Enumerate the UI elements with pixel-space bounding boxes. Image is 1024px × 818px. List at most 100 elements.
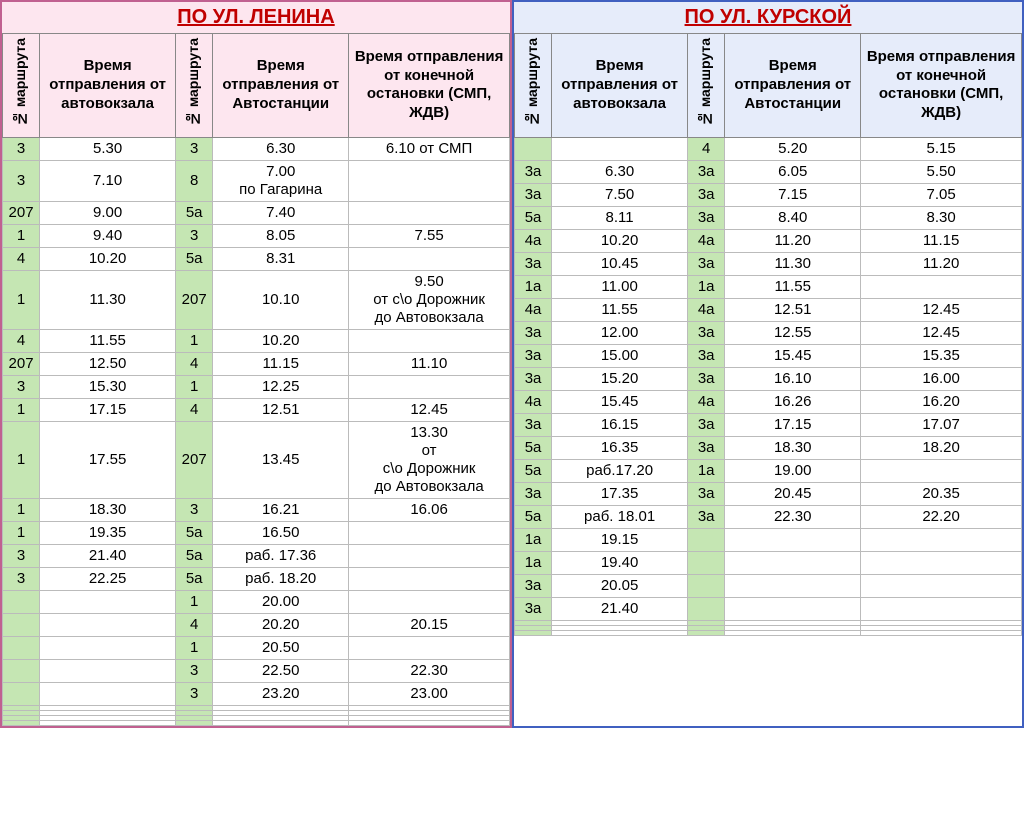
route-cell: 3а	[688, 344, 725, 367]
route-cell: 3	[3, 544, 40, 567]
time-cell: 11.55	[725, 275, 861, 298]
table-row: 35.3036.306.10 от СМП	[3, 137, 510, 160]
route-cell: 5а	[176, 201, 213, 224]
time-cell	[725, 597, 861, 620]
time-cell: 7.10	[40, 160, 176, 201]
time-cell: 12.55	[725, 321, 861, 344]
table-row: 410.205а8.31	[3, 247, 510, 270]
route-cell: 4а	[688, 390, 725, 413]
route-cell: 3а	[688, 321, 725, 344]
table-row: 3а12.003а12.5512.45	[515, 321, 1022, 344]
time-cell	[349, 636, 510, 659]
time-cell: 15.30	[40, 375, 176, 398]
route-cell: 4а	[515, 390, 552, 413]
schedule-wrapper: ПО УЛ. ЛЕНИНА № маршрута Время отправлен…	[0, 0, 1024, 728]
route-cell: 1	[3, 421, 40, 498]
route-cell: 3а	[688, 367, 725, 390]
time-cell: 5.15	[861, 137, 1022, 160]
time-cell: 16.06	[349, 498, 510, 521]
route-cell: 4а	[688, 298, 725, 321]
time-cell: 8.40	[725, 206, 861, 229]
section-kurskoy: ПО УЛ. КУРСКОЙ № маршрута Время отправле…	[512, 0, 1024, 728]
table-row: 322.255араб. 18.20	[3, 567, 510, 590]
table-row	[3, 720, 510, 725]
route-cell: 3а	[515, 367, 552, 390]
time-cell	[861, 597, 1022, 620]
table-row: 111.3020710.109.50от с\о Дорожникдо Авто…	[3, 270, 510, 329]
time-cell: 20.00	[213, 590, 349, 613]
time-cell: 16.10	[725, 367, 861, 390]
route-cell	[688, 574, 725, 597]
route-cell: 1а	[688, 459, 725, 482]
route-cell: 1	[3, 270, 40, 329]
table-row: 5а8.113а8.408.30	[515, 206, 1022, 229]
time-cell	[349, 567, 510, 590]
time-cell: 18.20	[861, 436, 1022, 459]
time-cell: 8.30	[861, 206, 1022, 229]
section-title-lenina: ПО УЛ. ЛЕНИНА	[2, 2, 510, 33]
route-cell: 207	[3, 201, 40, 224]
time-cell	[552, 137, 688, 160]
route-cell: 1а	[688, 275, 725, 298]
route-cell	[3, 590, 40, 613]
time-cell: 20.05	[552, 574, 688, 597]
time-cell: 7.50	[552, 183, 688, 206]
time-cell: 19.40	[552, 551, 688, 574]
table-row: 19.4038.057.55	[3, 224, 510, 247]
time-cell: 22.20	[861, 505, 1022, 528]
time-cell: 16.35	[552, 436, 688, 459]
route-cell	[688, 528, 725, 551]
time-cell: 13.45	[213, 421, 349, 498]
table-row: 3а7.503а7.157.05	[515, 183, 1022, 206]
time-cell: 6.30	[552, 160, 688, 183]
header-route-1: № маршрута	[515, 34, 552, 138]
time-cell: 11.55	[40, 329, 176, 352]
time-cell: 19.15	[552, 528, 688, 551]
route-cell: 4	[176, 613, 213, 636]
time-cell: 17.35	[552, 482, 688, 505]
route-cell: 3	[176, 682, 213, 705]
table-row: 4а11.554а12.5112.45	[515, 298, 1022, 321]
table-row: 1а11.001а11.55	[515, 275, 1022, 298]
route-cell: 3а	[688, 206, 725, 229]
time-cell	[349, 521, 510, 544]
table-row: 3а6.303а6.055.50	[515, 160, 1022, 183]
time-cell: 17.15	[40, 398, 176, 421]
header-col2: Время отправления от Автостанции	[725, 34, 861, 138]
time-cell	[349, 544, 510, 567]
route-cell: 4а	[688, 229, 725, 252]
table-row: 5араб. 18.013а22.3022.20	[515, 505, 1022, 528]
time-cell: раб. 17.36	[213, 544, 349, 567]
time-cell: 5.20	[725, 137, 861, 160]
header-route-1: № маршрута	[3, 34, 40, 138]
time-cell: 23.20	[213, 682, 349, 705]
time-cell: 9.50от с\о Дорожникдо Автовокзала	[349, 270, 510, 329]
time-cell: 8.31	[213, 247, 349, 270]
table-row: 4а15.454а16.2616.20	[515, 390, 1022, 413]
time-cell	[725, 528, 861, 551]
time-cell: 8.05	[213, 224, 349, 247]
route-cell	[3, 613, 40, 636]
tbody-kurskoy: 45.205.153а6.303а6.055.503а7.503а7.157.0…	[515, 137, 1022, 635]
table-row: 2079.005а7.40	[3, 201, 510, 224]
time-cell: 11.55	[552, 298, 688, 321]
route-cell: 3а	[515, 482, 552, 505]
route-cell: 1	[3, 498, 40, 521]
table-row: 315.30112.25	[3, 375, 510, 398]
time-cell: 17.55	[40, 421, 176, 498]
route-cell: 4а	[515, 229, 552, 252]
time-cell: 6.10 от СМП	[349, 137, 510, 160]
time-cell	[725, 630, 861, 635]
header-col2: Время отправления от Автостанции	[213, 34, 349, 138]
section-lenina: ПО УЛ. ЛЕНИНА № маршрута Время отправлен…	[0, 0, 512, 728]
time-cell: 18.30	[40, 498, 176, 521]
time-cell	[349, 329, 510, 352]
time-cell: 11.20	[861, 252, 1022, 275]
route-cell: 3	[176, 659, 213, 682]
route-cell: 4	[3, 329, 40, 352]
table-row: 420.2020.15	[3, 613, 510, 636]
table-row: 323.2023.00	[3, 682, 510, 705]
route-cell: 3а	[515, 321, 552, 344]
route-cell	[515, 630, 552, 635]
time-cell	[861, 275, 1022, 298]
